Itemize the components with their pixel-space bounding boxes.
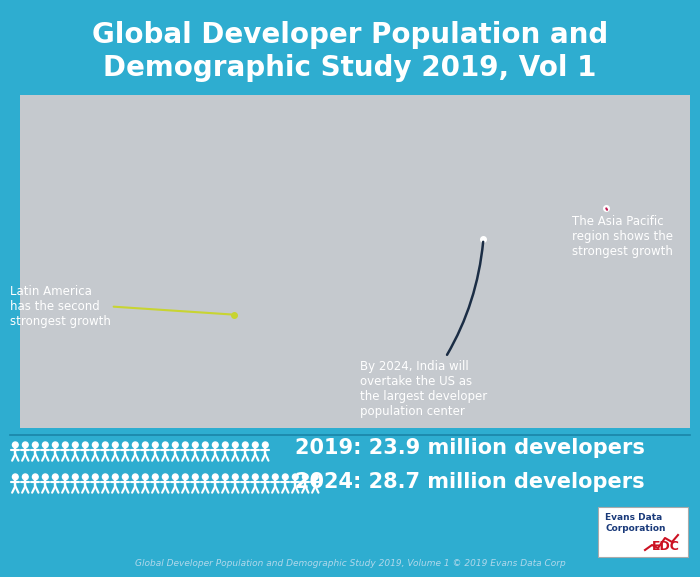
Text: Global Developer Population and: Global Developer Population and: [92, 21, 608, 49]
Circle shape: [113, 474, 118, 479]
Circle shape: [32, 474, 38, 479]
Circle shape: [162, 474, 168, 479]
Circle shape: [13, 442, 18, 448]
Circle shape: [242, 442, 248, 448]
Circle shape: [212, 442, 218, 448]
Circle shape: [223, 474, 228, 479]
Circle shape: [183, 474, 188, 479]
Circle shape: [253, 442, 258, 448]
Text: The Asia Pacific
region shows the
strongest growth: The Asia Pacific region shows the strong…: [572, 208, 673, 258]
Text: 2024: 28.7 million developers: 2024: 28.7 million developers: [295, 472, 645, 492]
Circle shape: [153, 442, 158, 448]
Circle shape: [232, 474, 238, 479]
Circle shape: [172, 474, 178, 479]
Circle shape: [52, 442, 58, 448]
FancyBboxPatch shape: [598, 507, 688, 557]
Text: Evans Data
Corporation: Evans Data Corporation: [605, 513, 666, 533]
Circle shape: [43, 442, 48, 448]
Circle shape: [262, 474, 268, 479]
Circle shape: [153, 474, 158, 479]
Circle shape: [83, 442, 88, 448]
Circle shape: [102, 474, 108, 479]
Circle shape: [302, 474, 308, 479]
Circle shape: [52, 474, 58, 479]
Circle shape: [202, 442, 208, 448]
Circle shape: [113, 442, 118, 448]
Circle shape: [72, 474, 78, 479]
Circle shape: [232, 442, 238, 448]
Circle shape: [202, 474, 208, 479]
Circle shape: [242, 474, 248, 479]
Circle shape: [223, 442, 228, 448]
Circle shape: [132, 474, 138, 479]
Circle shape: [122, 474, 128, 479]
Circle shape: [22, 442, 28, 448]
Circle shape: [62, 474, 68, 479]
Circle shape: [92, 442, 98, 448]
Text: Global Developer Population and Demographic Study 2019, Volume 1 © 2019 Evans Da: Global Developer Population and Demograp…: [134, 560, 566, 568]
Circle shape: [13, 474, 18, 479]
Circle shape: [122, 442, 128, 448]
Text: Demographic Study 2019, Vol 1: Demographic Study 2019, Vol 1: [104, 54, 596, 82]
Circle shape: [92, 474, 98, 479]
Circle shape: [193, 442, 198, 448]
Circle shape: [183, 442, 188, 448]
Circle shape: [102, 442, 108, 448]
Circle shape: [312, 474, 318, 479]
Circle shape: [22, 474, 28, 479]
Circle shape: [253, 474, 258, 479]
Text: EDC: EDC: [652, 540, 680, 553]
FancyBboxPatch shape: [20, 95, 690, 428]
Circle shape: [83, 474, 88, 479]
Circle shape: [62, 442, 68, 448]
Circle shape: [32, 442, 38, 448]
Circle shape: [142, 474, 148, 479]
Circle shape: [272, 474, 278, 479]
Circle shape: [193, 474, 198, 479]
Circle shape: [162, 442, 168, 448]
Circle shape: [172, 442, 178, 448]
Circle shape: [142, 442, 148, 448]
Circle shape: [282, 474, 288, 479]
Text: 2019: 23.9 million developers: 2019: 23.9 million developers: [295, 438, 645, 458]
Circle shape: [132, 442, 138, 448]
Circle shape: [262, 442, 268, 448]
Circle shape: [72, 442, 78, 448]
Circle shape: [212, 474, 218, 479]
Circle shape: [43, 474, 48, 479]
Text: Latin America
has the second
strongest growth: Latin America has the second strongest g…: [10, 285, 231, 328]
Text: By 2024, India will
overtake the US as
the largest developer
population center: By 2024, India will overtake the US as t…: [360, 242, 487, 418]
Circle shape: [293, 474, 298, 479]
